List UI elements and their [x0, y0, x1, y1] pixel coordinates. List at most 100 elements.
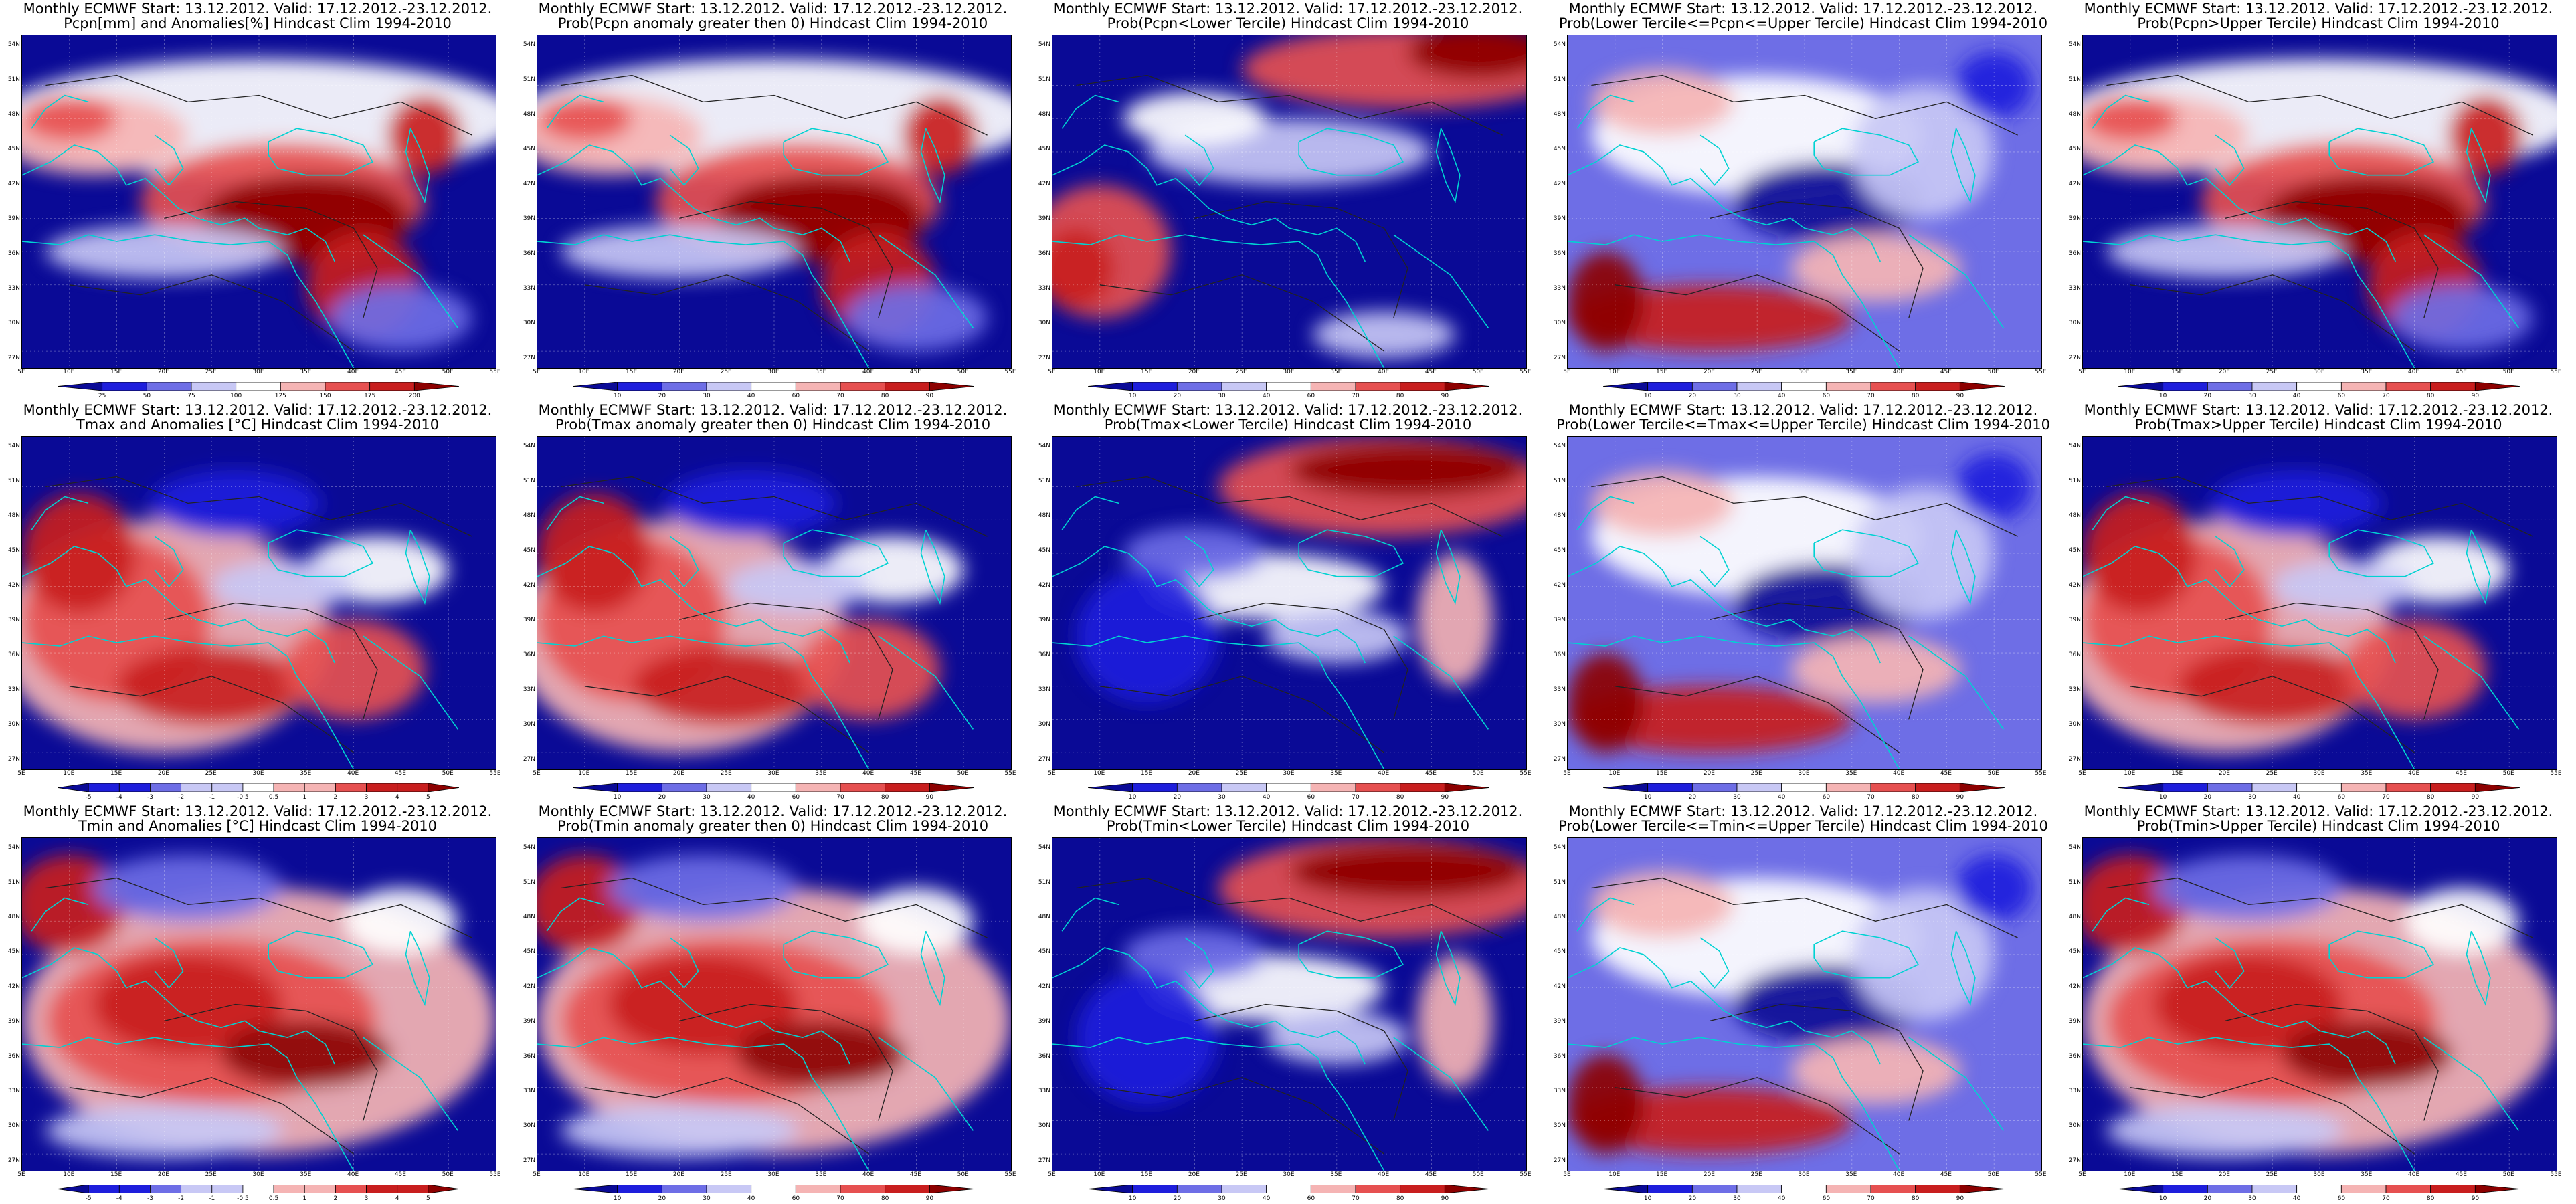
colorbar-tick-label: 90	[925, 393, 934, 399]
colorbar-tick-label: 30	[2248, 794, 2256, 801]
colorbar-segment	[2385, 382, 2431, 391]
coastline	[1298, 930, 1404, 979]
colorbar-tick-label: 10	[1128, 794, 1137, 801]
coastline	[783, 529, 889, 577]
latitude-label: 33N	[1038, 285, 1050, 292]
colorbar-segment	[1825, 783, 1871, 792]
colorbar-tick-label: 5	[426, 1195, 430, 1202]
longitude-label: 40E	[1378, 1171, 1390, 1178]
coastline	[1699, 536, 1730, 587]
colorbar-segment	[1444, 783, 1489, 792]
latitude-label: 42N	[2068, 181, 2081, 187]
map-canvas	[1568, 437, 2041, 769]
colorbar-segment	[1691, 1185, 1738, 1193]
latitude-label: 48N	[1038, 914, 1050, 920]
longitude-label: 50E	[2502, 770, 2514, 777]
colorbar-tick-label: 40	[1262, 1195, 1271, 1202]
colorbar-segment	[1444, 382, 1489, 391]
coastline	[22, 947, 336, 1065]
latitude-label: 39N	[1038, 215, 1050, 222]
colorbar-segment	[617, 382, 662, 391]
anomaly-region	[116, 646, 306, 726]
longitude-label: 35E	[1845, 1171, 1857, 1178]
colorbar-tick-label: 4	[395, 794, 399, 801]
colorbar-tick-label: 1	[302, 1195, 307, 1202]
contour-line	[45, 476, 472, 537]
longitude-label: 20E	[157, 1171, 169, 1178]
coastline	[405, 529, 430, 605]
longitude-label: 10E	[2124, 770, 2136, 777]
longitude-label: 15E	[110, 770, 122, 777]
forecast-map	[1567, 35, 2042, 369]
colorbar-segment	[1691, 382, 1738, 391]
longitude-label: 50E	[957, 770, 969, 777]
longitude-label: 25E	[1750, 1171, 1762, 1178]
latitude-label: 36N	[1038, 250, 1050, 257]
latitude-label: 54N	[7, 844, 20, 851]
anomaly-region	[1591, 871, 1734, 938]
colorbar-tick-label: 60	[792, 794, 800, 801]
colorbar-segment	[211, 1185, 244, 1193]
anomaly-region	[282, 619, 425, 720]
longitude-label: 45E	[1940, 1171, 1952, 1178]
longitude-label: 30E	[252, 770, 264, 777]
colorbar-tick-label: 30	[1218, 1195, 1226, 1202]
anomaly-region	[45, 1104, 283, 1158]
longitude-label: 5E	[1048, 770, 1056, 777]
colorbar-segment	[2340, 783, 2387, 792]
map-panel: Monthly ECMWF Start: 13.12.2012. Valid: …	[515, 803, 1030, 1204]
panel-title-line1: Monthly ECMWF Start: 13.12.2012. Valid: …	[1053, 1, 1523, 17]
colorbar-tick-label: 70	[1352, 393, 1360, 399]
longitude-label: 10E	[1093, 770, 1105, 777]
longitude-label: 35E	[1845, 369, 1857, 375]
map-canvas	[22, 838, 496, 1171]
colorbar-segment	[242, 783, 274, 792]
coastline	[2083, 1037, 2415, 1171]
longitude-label: 15E	[2171, 1171, 2183, 1178]
latitude-label: 45N	[2068, 948, 2081, 955]
longitude-label: 20E	[2218, 1171, 2230, 1178]
longitude-label: 30E	[1283, 770, 1295, 777]
longitude-label: 50E	[957, 1171, 969, 1178]
latitude-label: 48N	[7, 914, 20, 920]
contour-line	[1099, 676, 1384, 753]
contour-line	[1194, 201, 1408, 318]
colorbar-tick-label: 40	[1777, 794, 1786, 801]
coastline	[1052, 635, 1385, 769]
colorbar-segment	[2163, 783, 2208, 792]
map-canvas	[537, 838, 1011, 1171]
colorbar-tick-label: 10	[2158, 393, 2167, 399]
colorbar-tick-label: 60	[1307, 1195, 1315, 1202]
colorbar-segment	[2296, 783, 2342, 792]
longitude-label: 10E	[2124, 1171, 2136, 1178]
colorbar-segment	[1825, 382, 1871, 391]
coastline	[920, 529, 945, 605]
colorbar-segment	[1400, 382, 1445, 391]
latitude-label: 30N	[523, 1122, 535, 1129]
colorbar-segment	[1603, 783, 1649, 792]
coastline	[2092, 496, 2150, 530]
latitude-label: 39N	[523, 1018, 535, 1025]
coastline	[783, 128, 889, 176]
colorbar-segment	[397, 1185, 429, 1193]
longitude-label: 30E	[1283, 369, 1295, 375]
coastline	[1950, 529, 1976, 605]
colorbar-segment	[751, 783, 796, 792]
forecast-map	[537, 837, 1012, 1171]
longitude-label: 50E	[442, 1171, 454, 1178]
colorbar-tick-label: 30	[703, 1195, 711, 1202]
latitude-label: 54N	[1553, 41, 1566, 48]
colorbar-tick-label: 125	[274, 393, 286, 399]
map-canvas	[537, 437, 1011, 769]
coastline	[878, 1037, 974, 1131]
longitude-label: 25E	[205, 1171, 217, 1178]
colorbar-tick-label: 90	[2471, 393, 2480, 399]
colorbar-tick-label: 10	[613, 393, 622, 399]
colorbar-tick-label: 20	[1688, 794, 1697, 801]
colorbar-segment	[617, 1185, 662, 1193]
anomaly-region	[1568, 252, 1644, 352]
coastline	[2215, 134, 2245, 186]
longitude-label: 30E	[2313, 369, 2325, 375]
colorbar-segment	[929, 1185, 974, 1193]
colorbar-segment	[413, 382, 459, 391]
